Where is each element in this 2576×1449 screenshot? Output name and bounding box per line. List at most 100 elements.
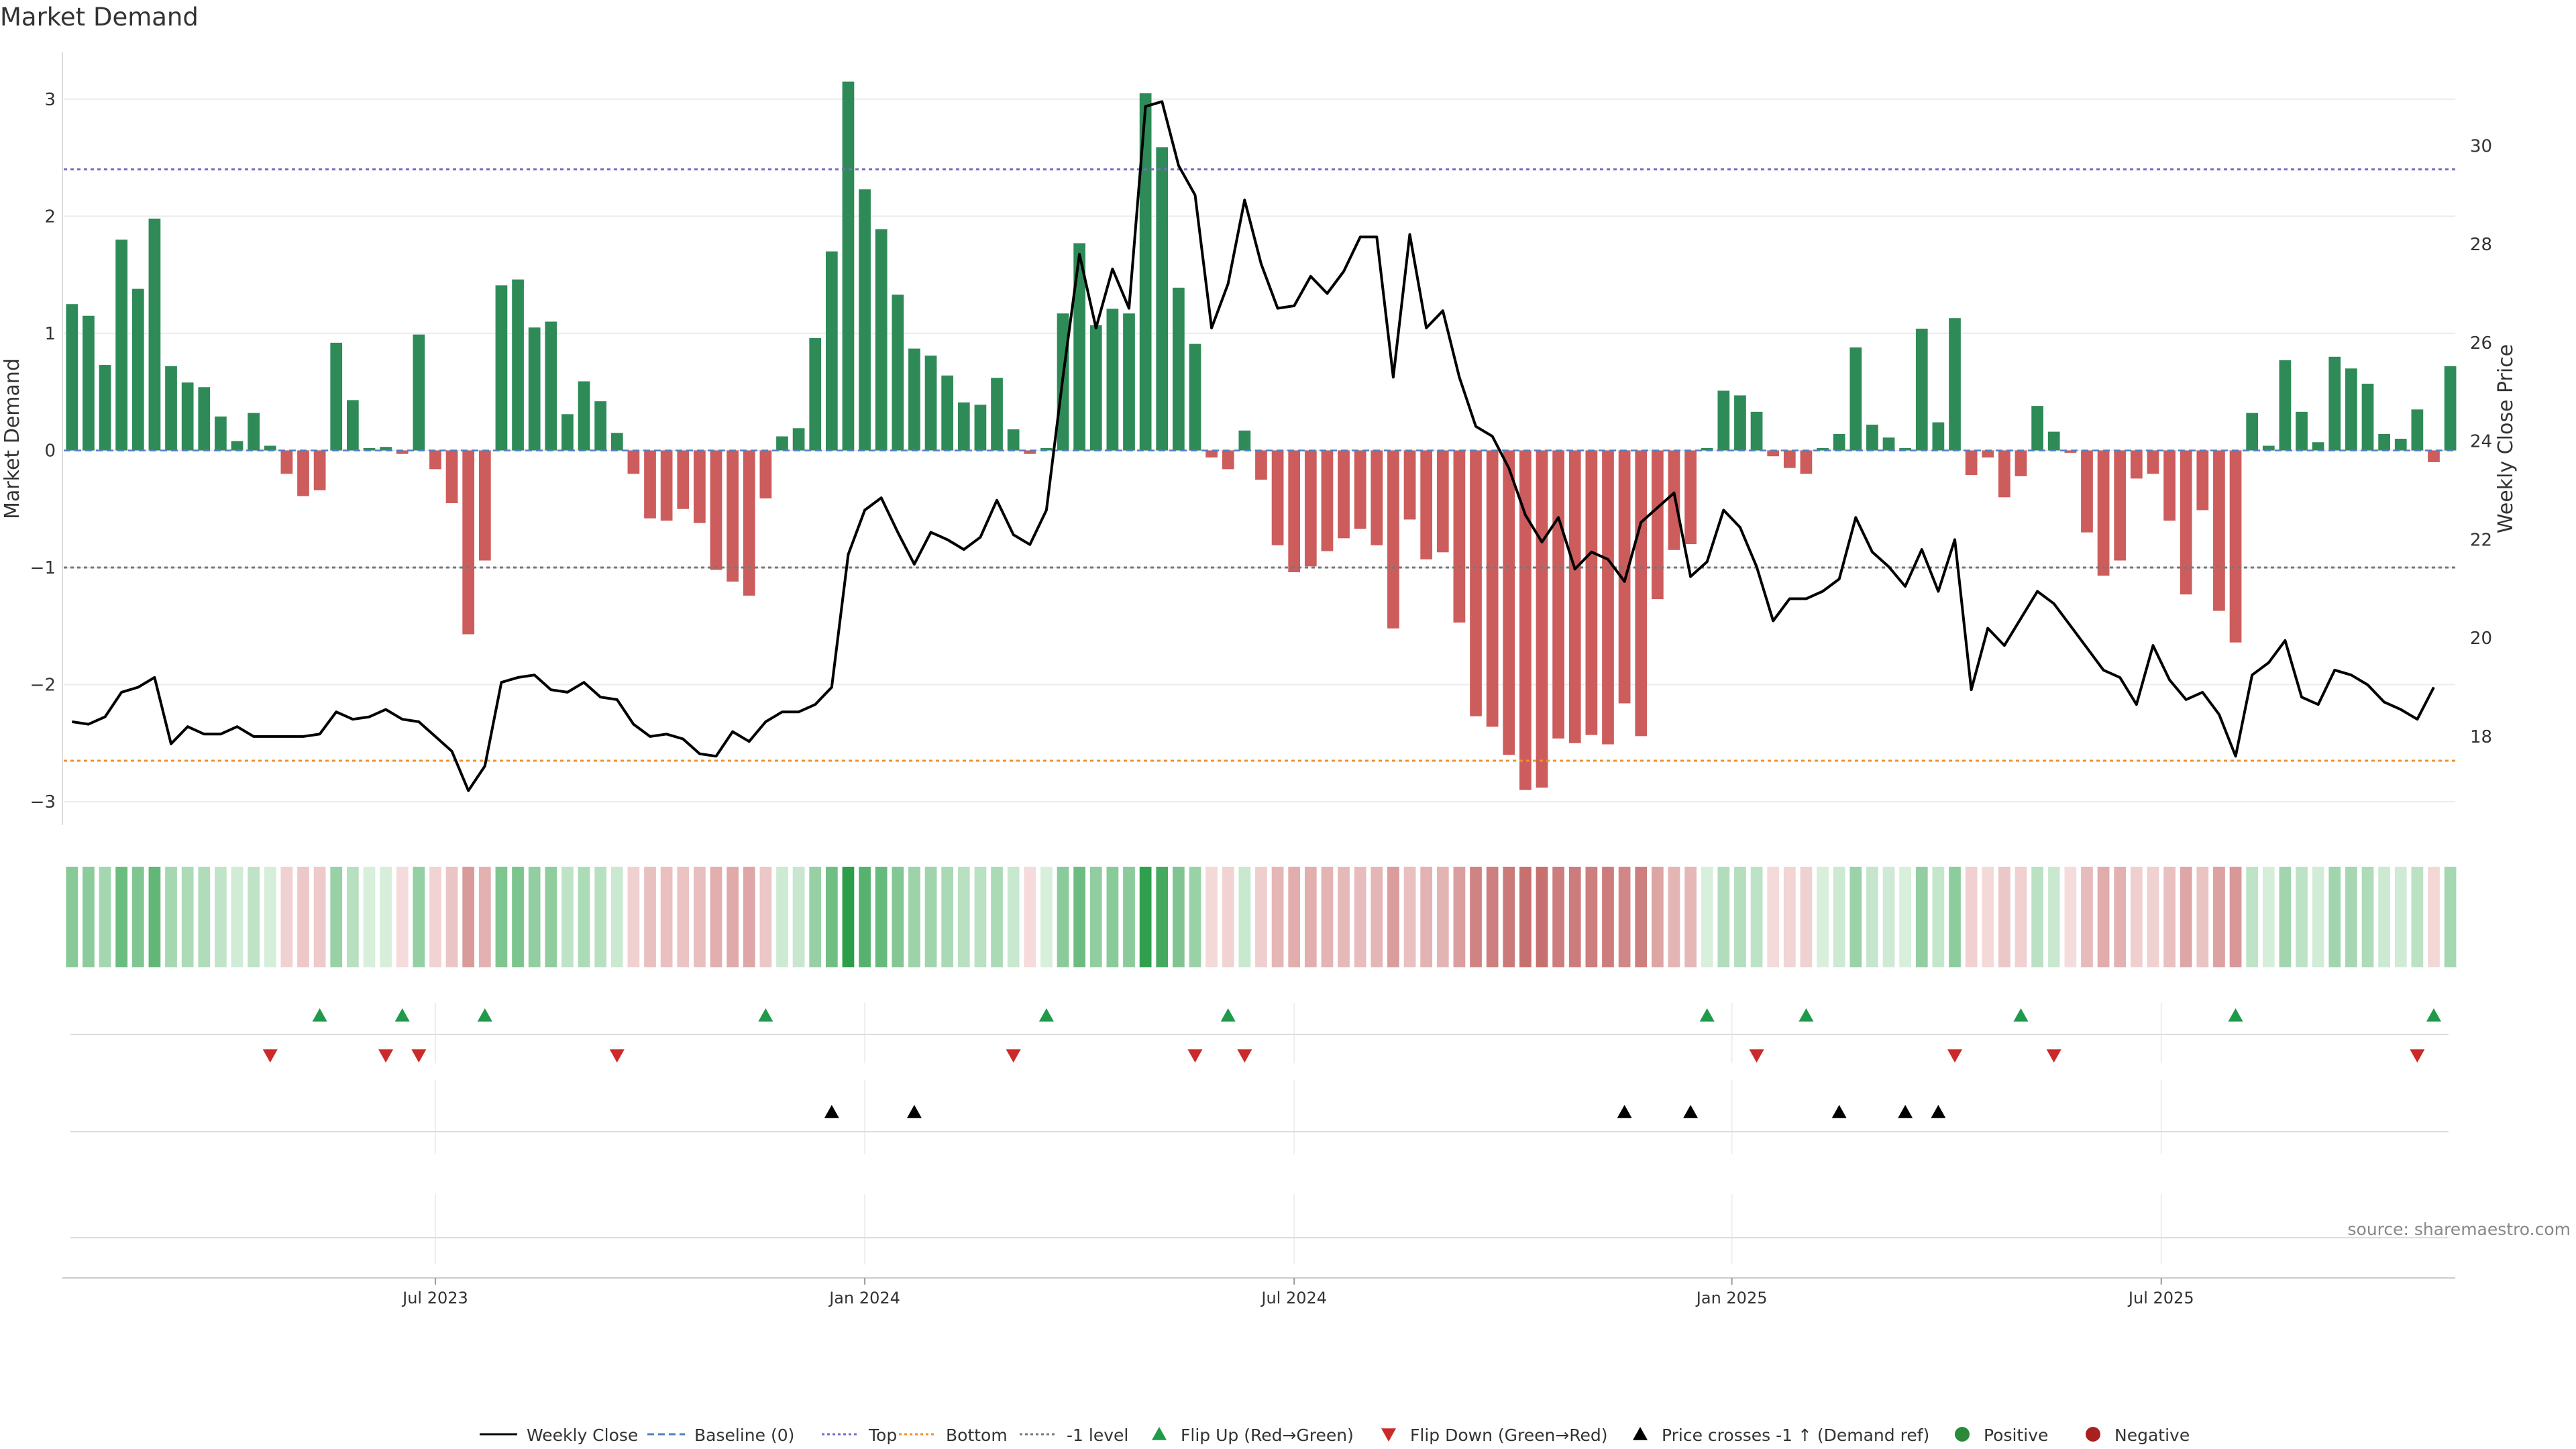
heat-cell xyxy=(2279,867,2292,967)
demand-bar xyxy=(842,81,855,451)
heat-cell xyxy=(610,867,623,967)
heat-cell xyxy=(2031,867,2043,967)
heat-cell xyxy=(1106,867,1119,967)
demand-bar xyxy=(445,450,458,503)
demand-bar xyxy=(1833,434,1845,451)
heat-cell xyxy=(1568,867,1581,967)
demand-bar xyxy=(1024,450,1036,454)
demand-bar xyxy=(528,327,541,451)
heat-cell xyxy=(2444,867,2457,967)
heat-cell xyxy=(627,867,640,967)
demand-bar xyxy=(396,450,409,454)
flip-down-marker xyxy=(609,1049,625,1063)
legend-item: Flip Up (Red→Green) xyxy=(1181,1426,1354,1445)
legend-item: Baseline (0) xyxy=(694,1426,794,1445)
heat-cell xyxy=(743,867,755,967)
heat-cell xyxy=(908,867,920,967)
y-tick-left: 2 xyxy=(44,207,56,227)
heat-cell xyxy=(1222,867,1234,967)
heat-cell xyxy=(115,867,128,967)
demand-bar xyxy=(1701,447,1713,451)
heat-cell xyxy=(1172,867,1185,967)
legend-swatch xyxy=(1152,1427,1167,1440)
heat-cell xyxy=(2345,867,2357,967)
demand-bar xyxy=(2081,450,2093,533)
demand-bar xyxy=(413,334,425,451)
demand-bar xyxy=(1040,447,1053,451)
heat-cell xyxy=(462,867,475,967)
demand-bar xyxy=(1453,450,1466,623)
demand-bar xyxy=(131,288,144,451)
demand-bar xyxy=(1585,450,1598,735)
flip-up-marker xyxy=(758,1008,773,1022)
heat-cell xyxy=(2394,867,2407,967)
demand-bar xyxy=(2213,450,2225,611)
flip-down-marker xyxy=(2410,1049,2425,1063)
heat-cell xyxy=(1040,867,1053,967)
heat-cell xyxy=(974,867,987,967)
demand-bar xyxy=(1238,430,1251,451)
heat-cell xyxy=(2262,867,2275,967)
heat-cell xyxy=(1982,867,1994,967)
legend-item: Flip Down (Green→Red) xyxy=(1410,1426,1608,1445)
demand-bar xyxy=(1470,450,1482,716)
heat-cell xyxy=(131,867,144,967)
legend-swatch xyxy=(1955,1427,1970,1442)
heat-cell xyxy=(1767,867,1780,967)
demand-bar xyxy=(809,337,822,451)
heat-cell xyxy=(1089,867,1102,967)
demand-bar xyxy=(1734,395,1746,451)
legend-item: Price crosses -1 ↑ (Demand ref) xyxy=(1662,1426,1929,1445)
heat-cell xyxy=(1304,867,1317,967)
demand-bar xyxy=(991,378,1003,451)
flip-up-marker xyxy=(1038,1008,1054,1022)
demand-bar xyxy=(83,315,95,451)
demand-bar xyxy=(875,229,888,451)
demand-bar xyxy=(1089,325,1102,451)
demand-bar xyxy=(330,342,343,451)
heat-cell xyxy=(1882,867,1895,967)
demand-bar xyxy=(1684,450,1697,545)
heat-cell xyxy=(396,867,409,967)
heat-cell xyxy=(2114,867,2127,967)
demand-bar xyxy=(2378,434,2390,451)
demand-bar xyxy=(2114,450,2127,561)
heat-cell xyxy=(545,867,557,967)
demand-bar xyxy=(181,382,194,451)
heat-cell xyxy=(1734,867,1746,967)
heat-cell xyxy=(1817,867,1829,967)
demand-bar xyxy=(1288,450,1301,572)
heat-cell xyxy=(859,867,871,967)
weekly-close-line xyxy=(72,100,2435,792)
heat-cell xyxy=(297,867,309,967)
demand-bar xyxy=(594,401,607,451)
heat-cell xyxy=(1800,867,1813,967)
demand-bar xyxy=(280,450,293,474)
heat-cell xyxy=(1387,867,1399,967)
demand-bar xyxy=(1783,450,1796,468)
heat-cell xyxy=(165,867,177,967)
demand-bar xyxy=(363,447,376,451)
demand-bar xyxy=(578,381,590,451)
demand-bar xyxy=(1486,450,1499,727)
heat-cell xyxy=(248,867,260,967)
heat-cell xyxy=(2064,867,2077,967)
x-tick-label: Jul 2023 xyxy=(401,1289,468,1307)
demand-bar xyxy=(1932,422,1945,451)
heat-cell xyxy=(346,867,359,967)
price-cross-marker xyxy=(906,1105,922,1118)
heat-cell xyxy=(892,867,904,967)
demand-bar xyxy=(644,450,656,519)
heat-cell xyxy=(2213,867,2225,967)
heat-cell xyxy=(1618,867,1631,967)
flip-up-marker xyxy=(1699,1008,1715,1022)
demand-bar xyxy=(694,450,706,523)
heat-cell xyxy=(1238,867,1251,967)
demand-bar xyxy=(2262,445,2275,451)
demand-bar xyxy=(1800,450,1813,474)
demand-bar xyxy=(1420,450,1433,559)
demand-bar xyxy=(610,433,623,451)
y-tick-left: −1 xyxy=(30,558,56,578)
heat-cell xyxy=(677,867,690,967)
demand-bar xyxy=(495,285,508,451)
